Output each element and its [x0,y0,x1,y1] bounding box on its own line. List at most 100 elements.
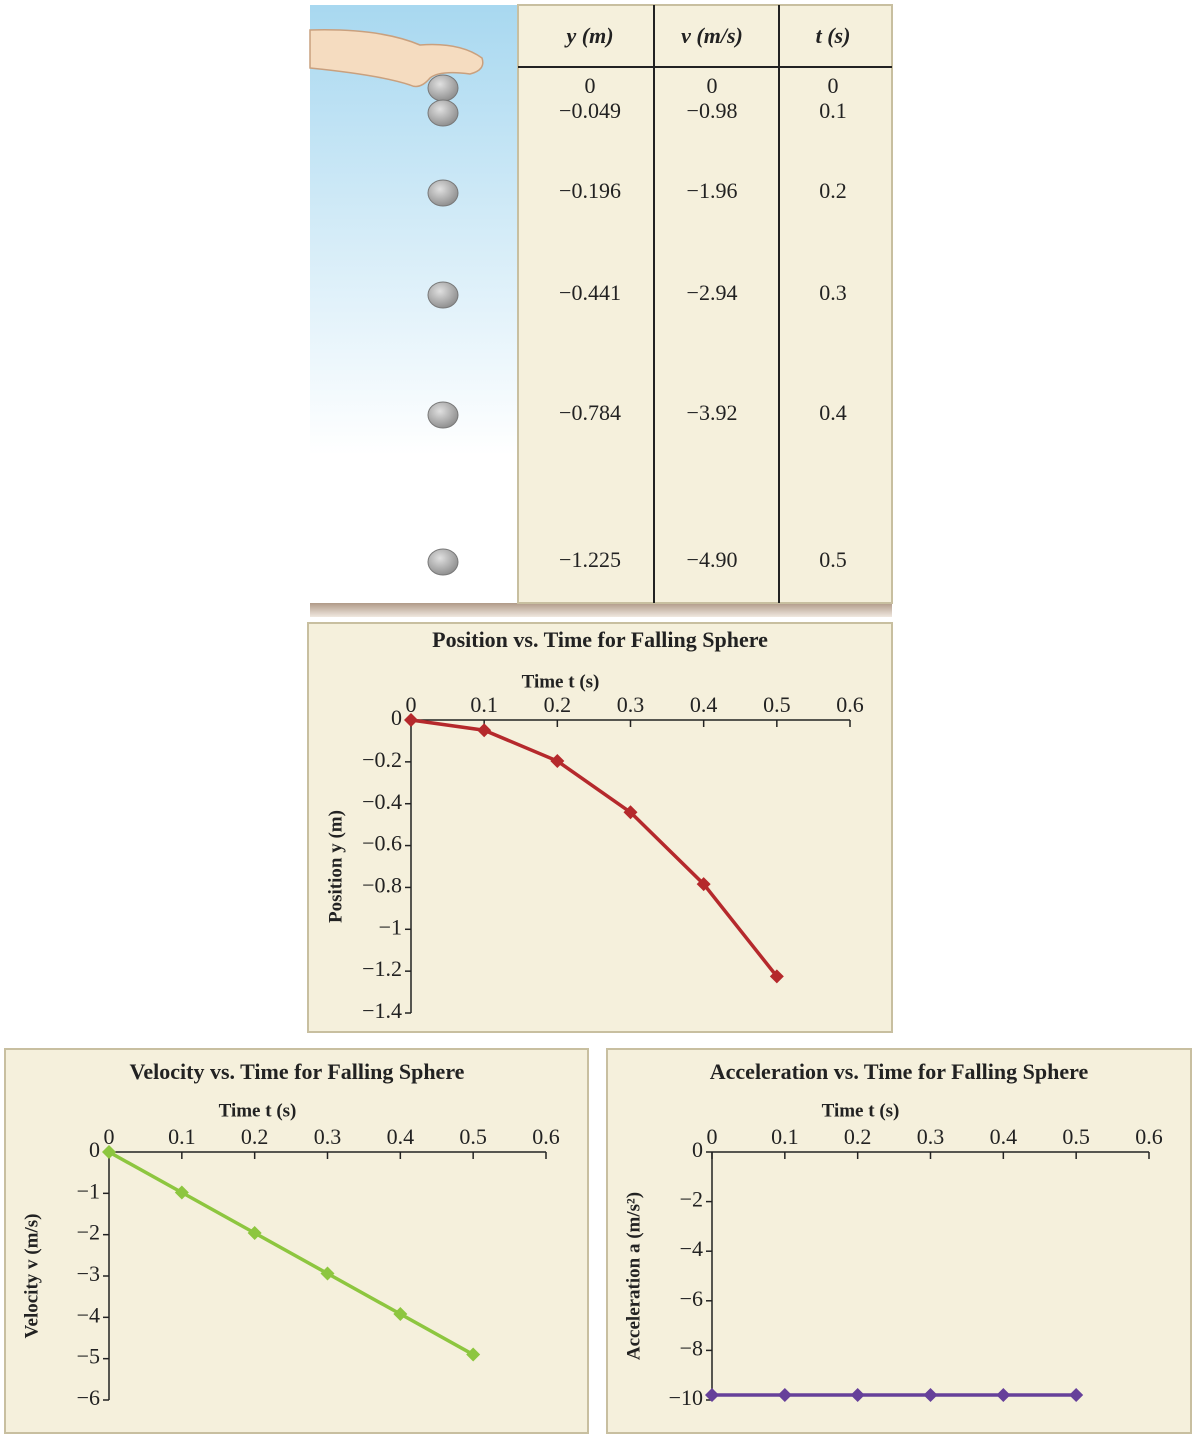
table-cell: −0.784 [559,400,621,425]
y-tick-label: −1.2 [362,956,402,981]
x-tick-label: 0.4 [690,692,718,717]
table-cell: −0.441 [559,280,621,305]
x-tick-label: 0.6 [1135,1124,1163,1149]
data-point [769,969,784,984]
table-cell: 0.5 [819,547,847,572]
y-tick-label: −2 [77,1220,100,1245]
x-tick-label: 0.5 [459,1124,487,1149]
x-tick-label: 0.3 [617,692,645,717]
sphere [427,401,459,429]
data-point [705,1388,719,1403]
x-axis-label: Time t (s) [219,1100,297,1121]
sky-panel [310,5,518,605]
x-tick-label: 0.3 [314,1124,342,1149]
table-cell: 0 [707,73,718,98]
x-tick-label: 0.6 [836,692,864,717]
y-tick-label: −0.4 [362,789,402,814]
series-line [108,1150,475,1357]
table-cell: 0 [585,73,596,98]
x-tick-label: 0 [406,692,417,717]
sphere [427,548,459,576]
y-tick-label: −4 [680,1236,703,1261]
chart-panel [606,1048,1192,1434]
y-tick-label: −10 [669,1385,703,1410]
x-axis-label: Time t (s) [522,671,600,692]
table-cell: −4.90 [687,547,738,572]
table-cell: −1.225 [559,547,621,572]
table-cell: −1.96 [687,178,738,203]
sphere [427,74,459,102]
data-point [466,1347,481,1362]
chart-title: Acceleration vs. Time for Falling Sphere [710,1059,1089,1084]
data-point [850,1388,865,1403]
y-tick-label: 0 [391,705,402,730]
y-tick-label: −3 [77,1261,100,1286]
y-tick-label: −0.2 [362,747,402,772]
data-point [393,1307,408,1322]
x-tick-label: 0.3 [917,1124,945,1149]
x-tick-label: 0.1 [771,1124,799,1149]
data-point [623,805,638,820]
x-tick-label: 0.5 [1062,1124,1090,1149]
sphere [427,99,459,127]
y-tick-label: −0.8 [362,872,402,897]
y-tick-label: −1 [77,1178,100,1203]
sphere [427,179,459,207]
x-tick-label: 0 [104,1124,115,1149]
y-tick-label: −1 [379,914,402,939]
hand [309,29,484,88]
y-tick-label: −2 [680,1187,703,1212]
y-tick-label: 0 [89,1137,100,1162]
table-cell: −0.196 [559,178,621,203]
table-cell: 0.1 [819,98,847,123]
data-point [404,713,418,727]
table-panel [517,4,893,604]
data-point [320,1266,335,1281]
y-tick-label: −6 [680,1286,703,1311]
data-point [996,1388,1011,1403]
column-header: t (s) [816,23,851,48]
spheres [427,74,459,576]
y-tick-label: −5 [77,1344,100,1369]
y-tick-label: −6 [77,1385,100,1410]
data-point [477,723,492,738]
data-point [550,754,565,769]
data-point [1069,1388,1084,1403]
y-axis-label: Velocity v (m/s) [21,1214,42,1339]
y-tick-label: −0.6 [362,831,402,856]
data-point [777,1388,792,1403]
shadow [310,603,892,617]
table-cell: −0.049 [559,98,621,123]
chart-panel [4,1048,589,1434]
table-cell: 0.4 [819,400,847,425]
y-tick-label: −8 [680,1335,703,1360]
data-point [923,1388,938,1403]
x-tick-label: 0.6 [532,1124,560,1149]
y-axis-label: Acceleration a (m/s²) [623,1192,644,1360]
chart-title: Position vs. Time for Falling Sphere [432,627,768,652]
x-tick-label: 0.1 [470,692,498,717]
x-tick-label: 0.4 [387,1124,415,1149]
data-point [102,1145,116,1159]
data-point [174,1185,189,1200]
table-cell: 0.2 [819,178,847,203]
x-tick-label: 0.5 [763,692,791,717]
column-header: v (m/s) [681,23,743,48]
x-tick-label: 0.2 [844,1124,872,1149]
table-cell: −0.98 [687,98,738,123]
chart-title: Velocity vs. Time for Falling Sphere [130,1059,465,1084]
x-axis-label: Time t (s) [822,1100,900,1121]
y-axis-label: Position y (m) [325,810,346,923]
sphere [427,281,459,309]
y-tick-label: −1.4 [362,998,402,1023]
x-tick-label: 0.4 [990,1124,1018,1149]
column-header: y (m) [563,23,613,48]
data-point [696,877,711,892]
chart-panel [307,622,893,1033]
x-tick-label: 0.2 [241,1124,269,1149]
y-tick-label: 0 [692,1137,703,1162]
x-tick-label: 0.2 [544,692,572,717]
data-point [247,1226,262,1241]
table-cell: 0.3 [819,280,847,305]
